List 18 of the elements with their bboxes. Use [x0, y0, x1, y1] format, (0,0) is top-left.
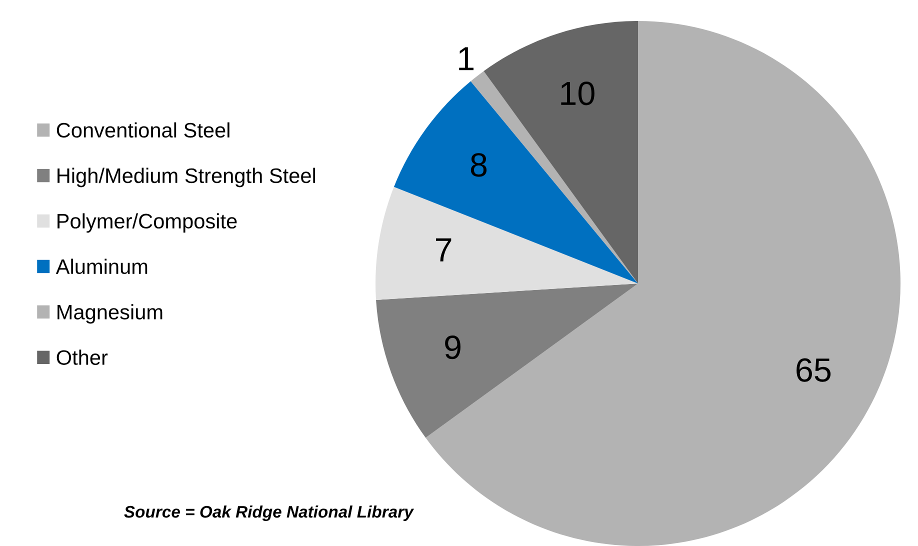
pie-slice — [376, 186, 638, 300]
data-label: 1 — [459, 47, 474, 70]
legend-label: Conventional Steel — [56, 122, 230, 138]
legend-label: Magnesium — [58, 304, 162, 324]
data-label: 9 — [445, 336, 460, 360]
data-label: 8 — [470, 153, 487, 177]
legend-label: Aluminum — [56, 258, 148, 274]
data-label: 10 — [561, 82, 594, 106]
legend-label: Other — [56, 350, 108, 365]
legend-label: High/Medium Strength Steel — [58, 168, 316, 188]
pie-slice — [426, 21, 901, 546]
legend-label: Polymer/Composite — [58, 213, 237, 233]
data-label: 65 — [796, 358, 831, 382]
pie-slice — [470, 71, 638, 284]
pie-slice — [376, 284, 638, 438]
source-note: Source = Oak Ridge National Library — [124, 505, 414, 522]
pie-slice — [394, 81, 638, 284]
data-label: 7 — [436, 238, 452, 262]
